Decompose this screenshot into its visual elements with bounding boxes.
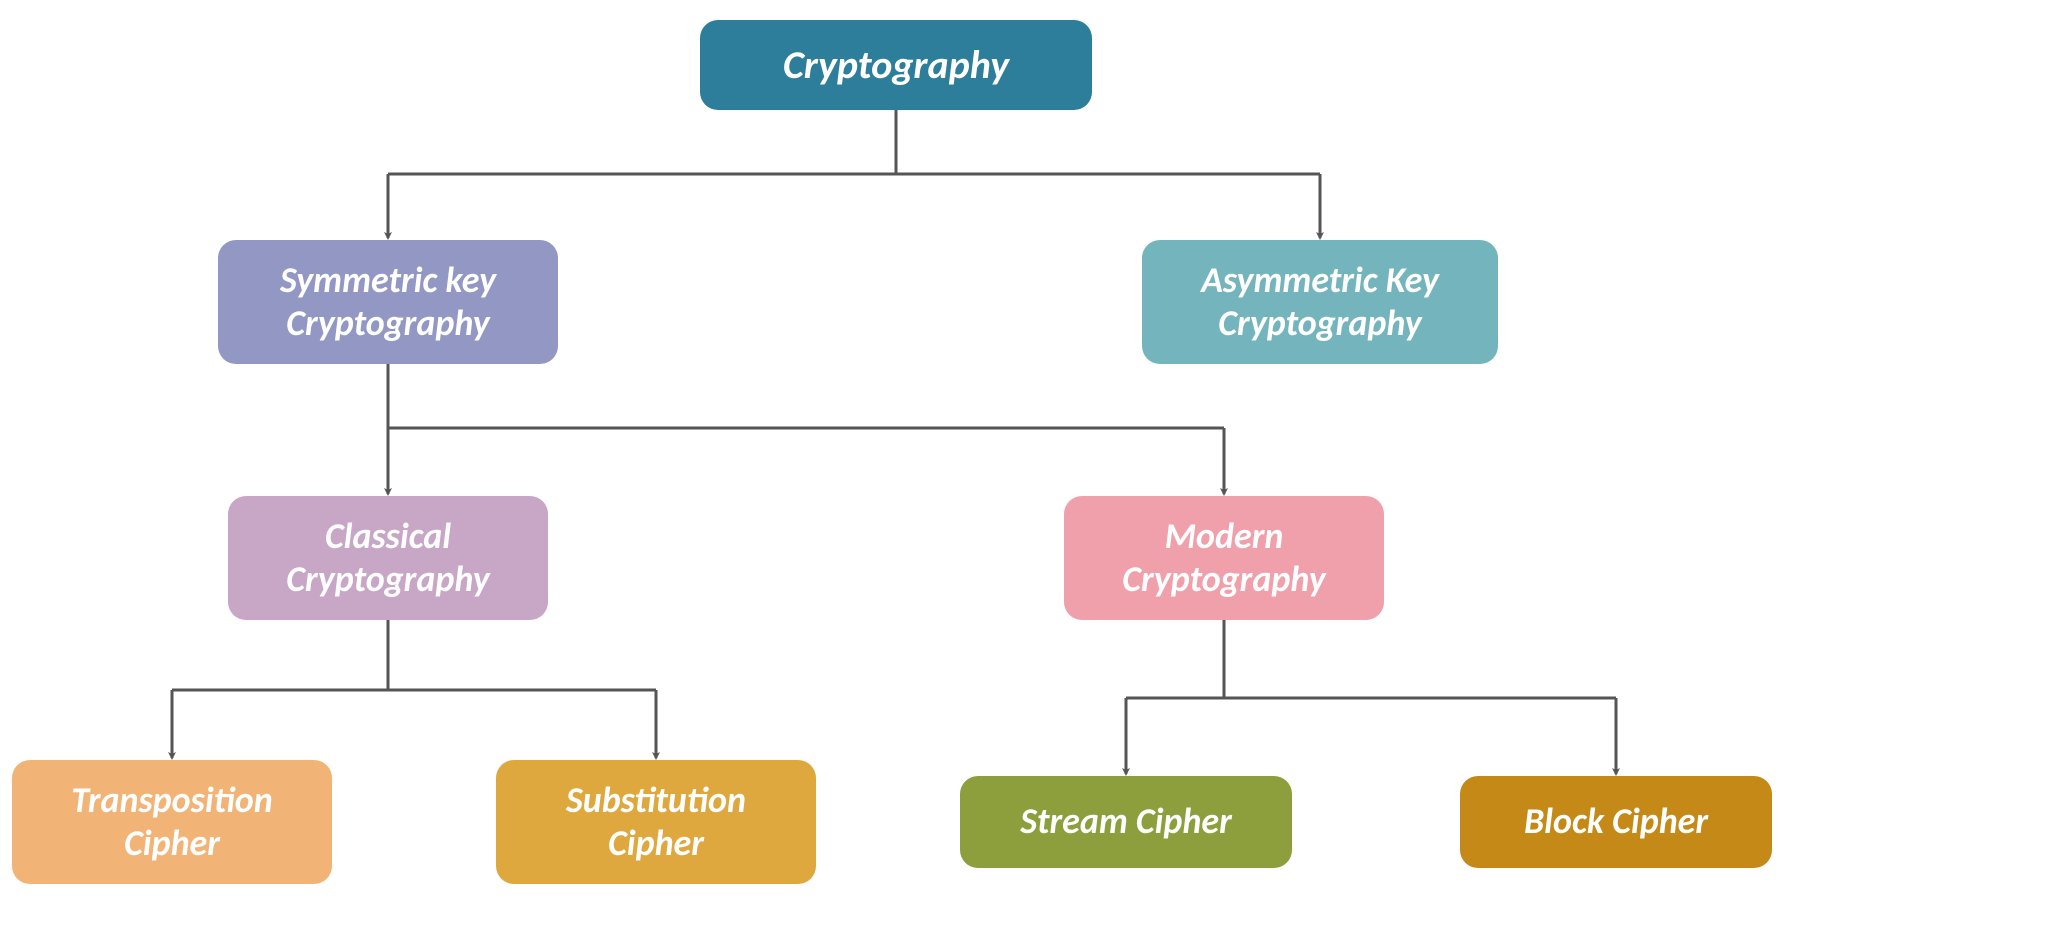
- node-asymmetric: Asymmetric KeyCryptography: [1142, 240, 1498, 364]
- node-stream: Stream Cipher: [960, 776, 1292, 868]
- node-transposition: TranspositionCipher: [12, 760, 332, 884]
- node-modern: ModernCryptography: [1064, 496, 1384, 620]
- node-block: Block Cipher: [1460, 776, 1772, 868]
- node-classical: ClassicalCryptography: [228, 496, 548, 620]
- node-root: Cryptography: [700, 20, 1092, 110]
- cryptography-tree-diagram: Cryptography Symmetric keyCryptography Asy…: [0, 0, 2048, 938]
- node-substitution: SubstitutionCipher: [496, 760, 816, 884]
- node-symmetric: Symmetric keyCryptography: [218, 240, 558, 364]
